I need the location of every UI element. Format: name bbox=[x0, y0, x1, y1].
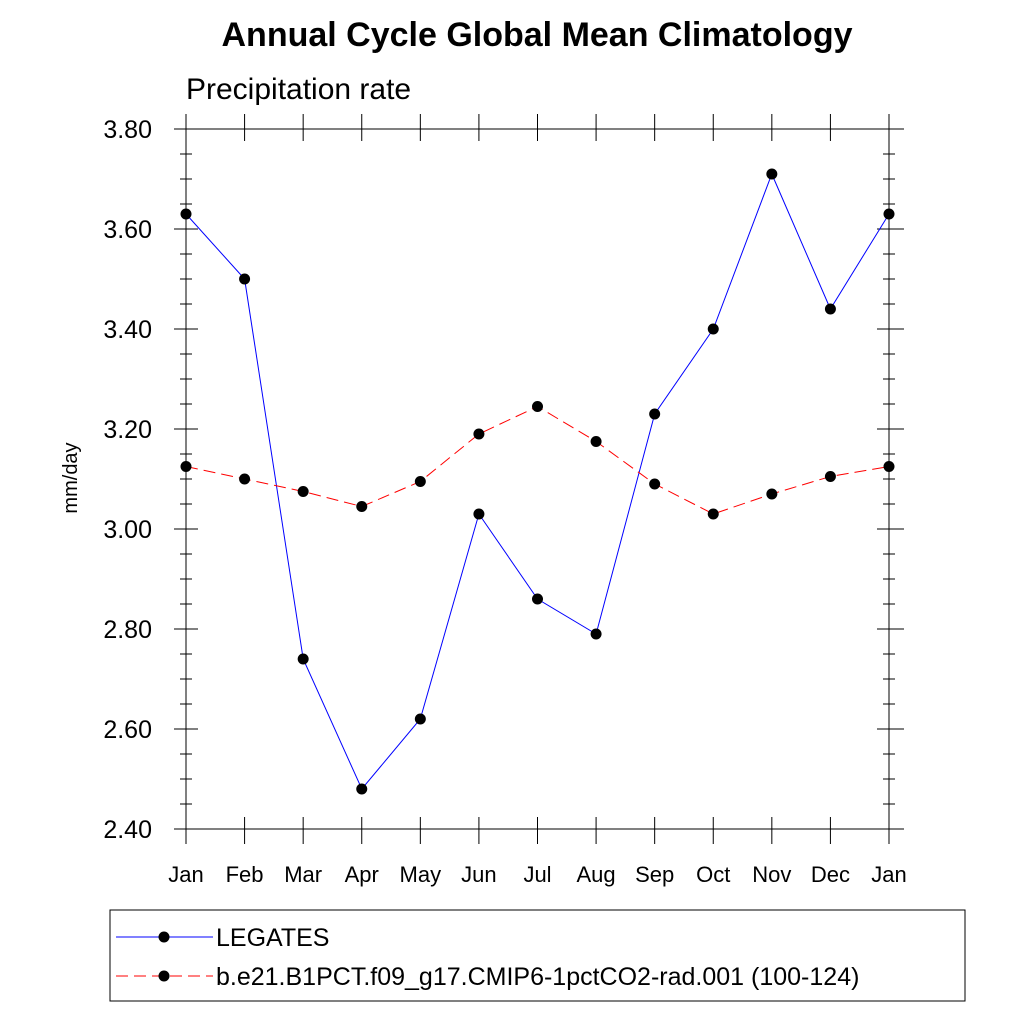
y-tick-label: 2.40 bbox=[103, 816, 152, 844]
legend-marker-model bbox=[158, 970, 170, 982]
chart-title: Annual Cycle Global Mean Climatology bbox=[222, 16, 853, 54]
series-line-0 bbox=[185, 172, 890, 790]
x-tick-label: Dec bbox=[811, 862, 850, 887]
series-0-point bbox=[649, 408, 661, 420]
series-0-point bbox=[297, 653, 309, 665]
x-tick-label: Oct bbox=[696, 862, 730, 887]
x-tick-label: May bbox=[400, 862, 442, 887]
series-1-point bbox=[414, 476, 426, 487]
series-0-point bbox=[473, 508, 485, 520]
x-tick-label: Nov bbox=[752, 862, 791, 887]
series-1-point bbox=[532, 401, 543, 412]
legend: LEGATES b.e21.B1PCT.f09_g17.CMIP6-1pctCO… bbox=[109, 909, 966, 1002]
series-line-1 bbox=[185, 405, 890, 515]
x-tick-label: Jan bbox=[168, 862, 203, 887]
series-1-point bbox=[356, 501, 368, 512]
series-1-point bbox=[824, 471, 836, 482]
y-tick-label: 3.00 bbox=[103, 516, 152, 544]
y-tick-label: 3.80 bbox=[103, 116, 152, 144]
series-1-point bbox=[239, 473, 251, 485]
series-0-point bbox=[532, 593, 543, 605]
y-tick-label: 3.40 bbox=[103, 316, 152, 344]
x-tick-label: Jun bbox=[461, 862, 496, 887]
axis-ticks bbox=[174, 114, 904, 844]
plot-series bbox=[180, 168, 895, 795]
series-1-point bbox=[707, 508, 719, 520]
series-0-point bbox=[356, 783, 368, 795]
x-tick-label: Jan bbox=[871, 862, 906, 887]
x-tick-label: Sep bbox=[635, 862, 674, 887]
y-tick-label: 3.60 bbox=[103, 216, 152, 244]
y-tick-label: 2.80 bbox=[103, 616, 152, 644]
plot-frame bbox=[185, 128, 890, 830]
x-tick-labels: Jan Feb Mar Apr May Jun Jul Aug Sep Oct Nov Dec Jan bbox=[168, 862, 906, 887]
x-tick-label: Aug bbox=[577, 862, 616, 887]
series-1-point bbox=[590, 436, 602, 447]
y-tick-label: 2.60 bbox=[103, 716, 152, 744]
series-1-point bbox=[766, 488, 778, 500]
series-0-point bbox=[239, 273, 251, 285]
series-1-point bbox=[297, 486, 309, 497]
series-0-point bbox=[707, 323, 719, 335]
series-0-point bbox=[824, 303, 836, 315]
legend-label-model: b.e21.B1PCT.f09_g17.CMIP6-1pctCO2-rad.00… bbox=[216, 963, 859, 991]
legend-label-legates: LEGATES bbox=[216, 924, 329, 952]
chart-subtitle: Precipitation rate bbox=[186, 73, 411, 106]
series-1-point bbox=[649, 478, 661, 490]
series-0-point bbox=[414, 713, 426, 725]
x-tick-label: Jul bbox=[523, 862, 551, 887]
y-axis-label: mm/day bbox=[60, 442, 82, 513]
x-tick-label: Feb bbox=[226, 862, 264, 887]
series-1-point bbox=[473, 428, 485, 440]
series-0-point bbox=[766, 168, 778, 180]
legend-marker-legates bbox=[158, 931, 170, 943]
x-tick-label: Apr bbox=[345, 862, 379, 887]
y-tick-label: 3.20 bbox=[103, 416, 152, 444]
series-0-point bbox=[590, 628, 602, 640]
y-tick-labels: 2.40 2.60 2.80 3.00 3.20 3.40 3.60 3.80 bbox=[103, 116, 152, 844]
x-tick-label: Mar bbox=[284, 862, 322, 887]
legend-box bbox=[109, 909, 966, 1002]
legend-entry-1: b.e21.B1PCT.f09_g17.CMIP6-1pctCO2-rad.00… bbox=[116, 963, 859, 991]
legend-entry-0: LEGATES bbox=[116, 924, 329, 952]
